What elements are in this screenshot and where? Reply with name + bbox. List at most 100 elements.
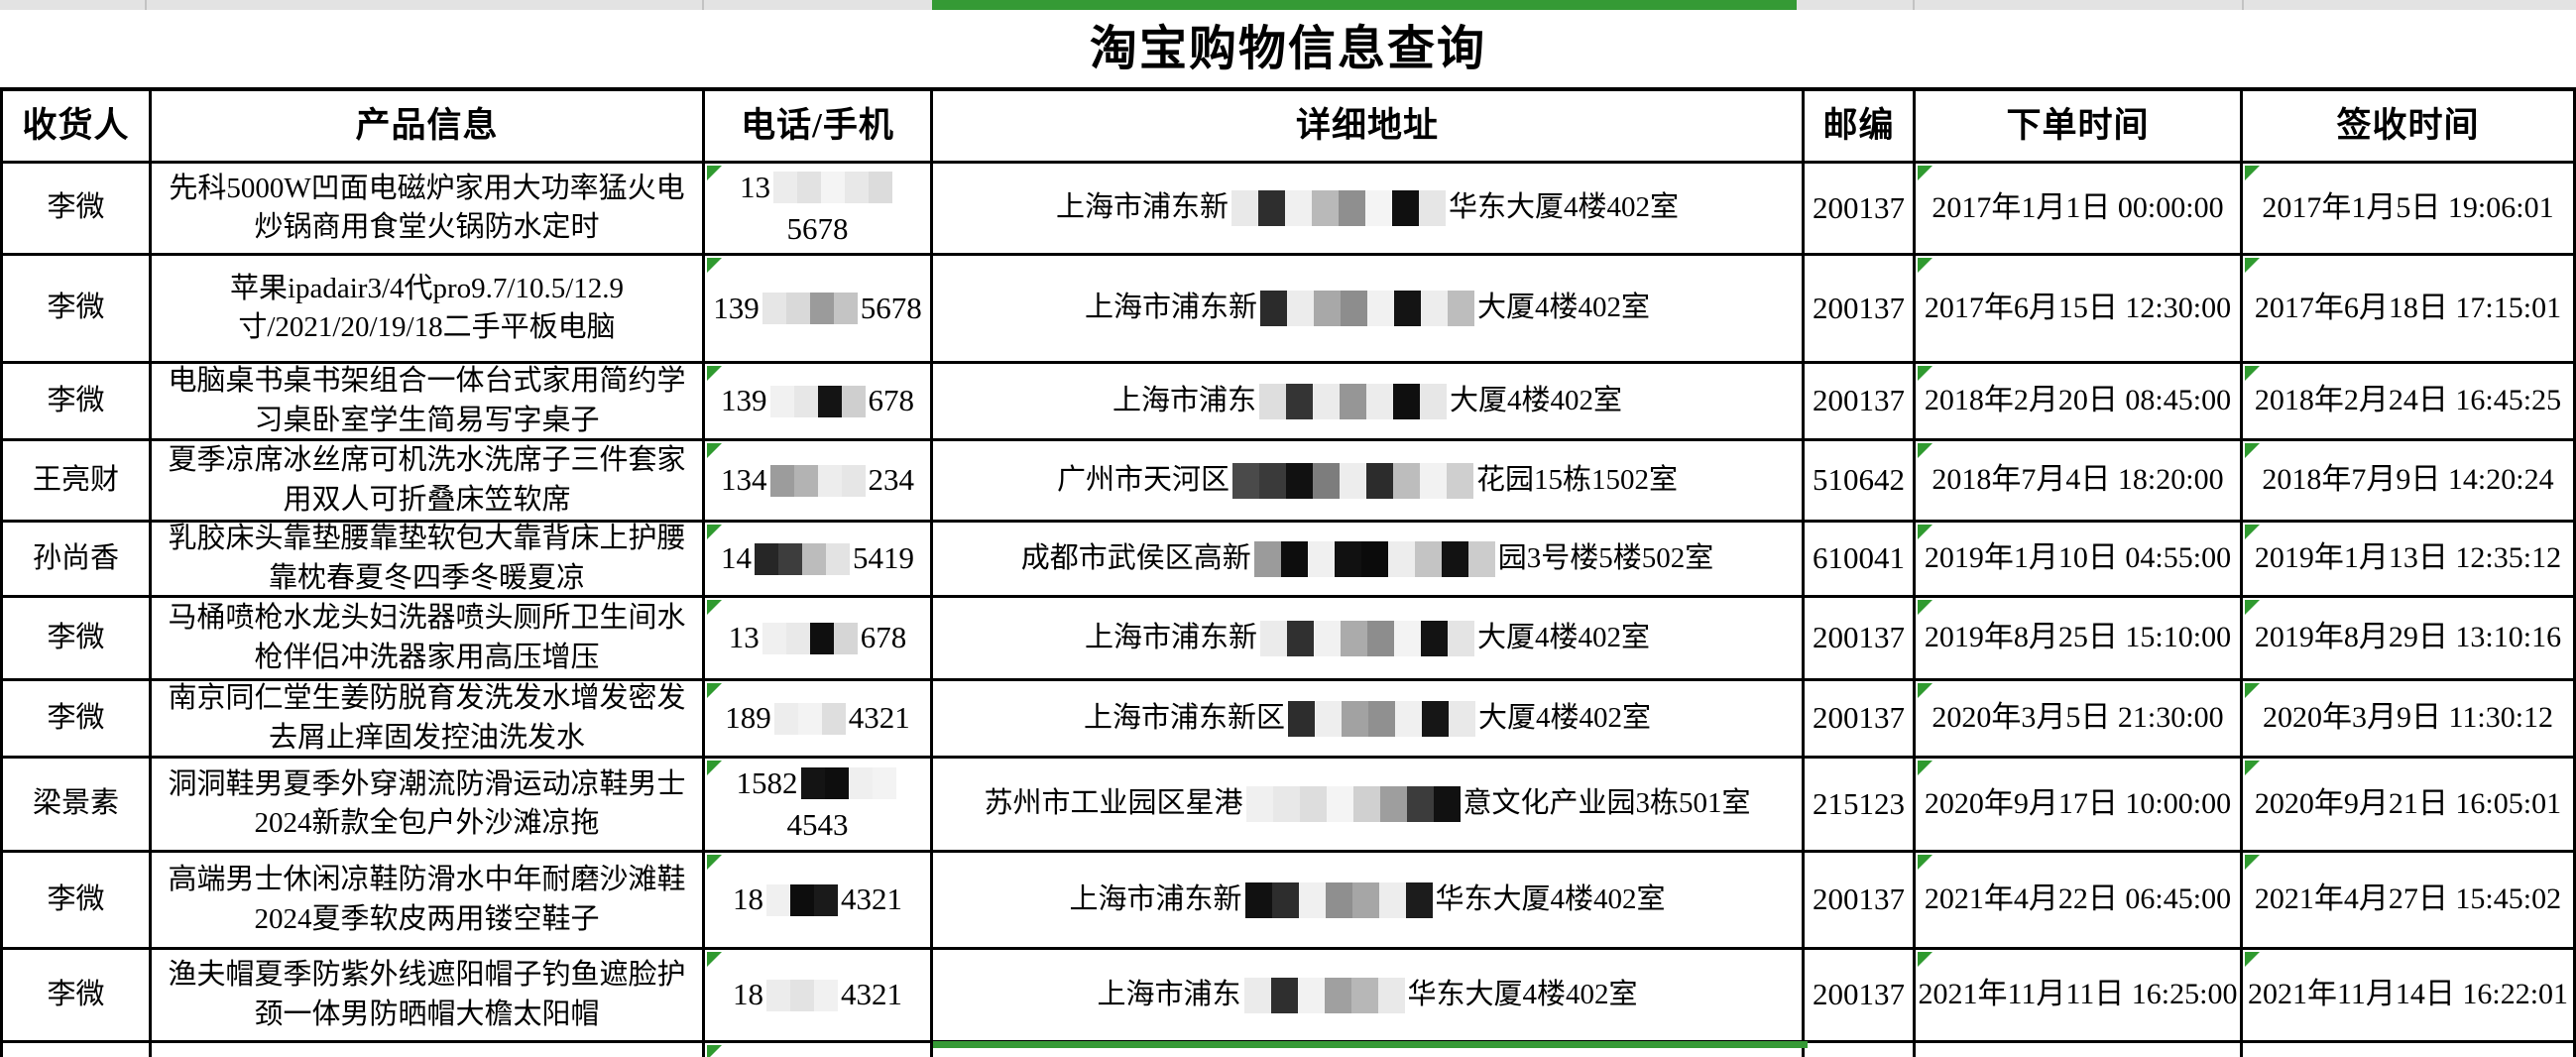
cell-next-row-order_time[interactable] <box>1916 1043 2243 1057</box>
cell-order-time[interactable]: 2017年1月1日 00:00:00 <box>1916 164 2243 256</box>
cell-zip[interactable]: 200137 <box>1805 853 1916 950</box>
cell-order-time[interactable]: 2019年1月10日 04:55:00 <box>1916 523 2243 598</box>
cell-sign-time[interactable]: 2020年3月9日 11:30:12 <box>2243 681 2576 759</box>
cell-sign-time[interactable]: 2021年4月27日 15:45:02 <box>2243 853 2576 950</box>
cell-product[interactable]: 渔夫帽夏季防紫外线遮阳帽子钓鱼遮脸护颈一体男防晒帽大檐太阳帽 <box>152 950 705 1043</box>
cell-product[interactable]: 马桶喷枪水龙头妇洗器喷头厕所卫生间水枪伴侣冲洗器家用高压增压 <box>152 598 705 681</box>
column-edge-divider <box>702 0 704 10</box>
header-order_time[interactable]: 下单时间 <box>1916 91 2243 164</box>
cell-address[interactable]: 上海市浦东新 华东大厦4楼402室 <box>933 164 1805 256</box>
text-fragment: 4543 <box>786 807 849 842</box>
cell-phone[interactable]: 189 4321 <box>705 681 933 759</box>
cell-phone[interactable]: 14 5419 <box>705 523 933 598</box>
cell-sign-time[interactable]: 2018年2月24日 16:45:25 <box>2243 364 2576 441</box>
text-fragment: 大厦4楼402室 <box>1477 292 1651 324</box>
cell-product[interactable]: 先科5000W凹面电磁炉家用大功率猛火电炒锅商用食堂火锅防水定时 <box>152 164 705 256</box>
cell-name[interactable]: 李微 <box>3 364 152 441</box>
cell-phone[interactable]: 18 4321 <box>705 950 933 1043</box>
cell-order-time[interactable]: 2019年8月25日 15:10:00 <box>1916 598 2243 681</box>
cell-next-row-product[interactable] <box>152 1043 705 1057</box>
cell-zip[interactable]: 200137 <box>1805 256 1916 364</box>
cell-zip[interactable]: 610041 <box>1805 523 1916 598</box>
cell-name[interactable]: 李微 <box>3 950 152 1043</box>
cell-sign-time[interactable]: 2019年8月29日 13:10:16 <box>2243 598 2576 681</box>
redaction-mosaic <box>1244 881 1433 918</box>
cell-phone[interactable]: 139 5678 <box>705 256 933 364</box>
cell-order-time[interactable]: 2021年11月11日 16:25:00 <box>1916 950 2243 1043</box>
header-product[interactable]: 产品信息 <box>152 91 705 164</box>
cell-name[interactable]: 李微 <box>3 256 152 364</box>
cell-name[interactable]: 李微 <box>3 681 152 759</box>
header-address[interactable]: 详细地址 <box>933 91 1805 164</box>
cell-address[interactable]: 上海市浦东 华东大厦4楼402室 <box>933 950 1805 1043</box>
cell-product[interactable]: 乳胶床头靠垫腰靠垫软包大靠背床上护腰靠枕春夏冬四季冬暖夏凉 <box>152 523 705 598</box>
error-indicator-triangle <box>1918 525 1932 539</box>
cell-address[interactable]: 广州市天河区 花园15栋1502室 <box>933 441 1805 523</box>
cell-product[interactable]: 夏季凉席冰丝席可机洗水洗席子三件套家用双人可折叠床笠软席 <box>152 441 705 523</box>
cell-next-row-address[interactable] <box>933 1043 1805 1057</box>
cell-zip[interactable]: 215123 <box>1805 759 1916 853</box>
cell-product[interactable]: 洞洞鞋男夏季外穿潮流防滑运动凉鞋男士2024新款全包户外沙滩凉拖 <box>152 759 705 853</box>
cell-address[interactable]: 苏州市工业园区星港 意文化产业园3栋501室 <box>933 759 1805 853</box>
cell-product[interactable]: 电脑桌书桌书架组合一体台式家用简约学习桌卧室学生简易写字桌子 <box>152 364 705 441</box>
header-phone[interactable]: 电话/手机 <box>705 91 933 164</box>
header-name[interactable]: 收货人 <box>3 91 152 164</box>
cell-order-time[interactable]: 2017年6月15日 12:30:00 <box>1916 256 2243 364</box>
text-fragment: 234 <box>868 462 915 498</box>
cell-phone[interactable]: 1582 4543 <box>705 759 933 853</box>
cell-name[interactable]: 李微 <box>3 853 152 950</box>
cell-order-time[interactable]: 2020年3月5日 21:30:00 <box>1916 681 2243 759</box>
text-fragment: 5678 <box>860 290 922 325</box>
cell-zip[interactable]: 200137 <box>1805 164 1916 256</box>
cell-product[interactable]: 高端男士休闲凉鞋防滑水中年耐磨沙滩鞋2024夏季软皮两用镂空鞋子 <box>152 853 705 950</box>
cell-name[interactable]: 孙尚香 <box>3 523 152 598</box>
text-fragment: 大厦4楼402室 <box>1477 621 1651 653</box>
cell-product[interactable]: 苹果ipadair3/4代pro9.7/10.5/12.9寸/2021/20/1… <box>152 256 705 364</box>
cell-zip[interactable]: 200137 <box>1805 950 1916 1043</box>
cell-order-time[interactable]: 2020年9月17日 10:00:00 <box>1916 759 2243 853</box>
text-fragment: 4321 <box>841 881 902 917</box>
cell-sign-time[interactable]: 2018年7月9日 14:20:24 <box>2243 441 2576 523</box>
cell-address[interactable]: 成都市武侯区高新 园3号楼5楼502室 <box>933 523 1805 598</box>
cell-order-time[interactable]: 2021年4月22日 06:45:00 <box>1916 853 2243 950</box>
cell-address[interactable]: 上海市浦东 大厦4楼402室 <box>933 364 1805 441</box>
cell-zip[interactable]: 200137 <box>1805 364 1916 441</box>
cell-phone[interactable]: 134 234 <box>705 441 933 523</box>
cell-sign-time[interactable]: 2020年9月21日 16:05:01 <box>2243 759 2576 853</box>
cell-next-row-sign_time[interactable] <box>2243 1043 2576 1057</box>
cell-next-row-phone[interactable] <box>705 1043 933 1057</box>
cell-name[interactable]: 李微 <box>3 164 152 256</box>
text-fragment: 18 <box>733 977 763 1012</box>
cell-sign-time[interactable]: 2017年1月5日 19:06:01 <box>2243 164 2576 256</box>
cell-phone[interactable]: 13 5678 <box>705 164 933 256</box>
cell-sign-time[interactable]: 2021年11月14日 16:22:01 <box>2243 950 2576 1043</box>
error-indicator-triangle <box>2245 952 2260 967</box>
cell-phone[interactable]: 139 678 <box>705 364 933 441</box>
text-fragment: 4321 <box>841 977 902 1012</box>
header-zip[interactable]: 邮编 <box>1805 91 1916 164</box>
cell-address[interactable]: 上海市浦东新 华东大厦4楼402室 <box>933 853 1805 950</box>
cell-zip[interactable]: 200137 <box>1805 598 1916 681</box>
cell-name[interactable]: 梁景素 <box>3 759 152 853</box>
cell-order-time[interactable]: 2018年2月20日 08:45:00 <box>1916 364 2243 441</box>
cell-order-time[interactable]: 2018年7月4日 18:20:00 <box>1916 441 2243 523</box>
error-indicator-triangle <box>2245 855 2260 870</box>
text-fragment: 园3号楼5楼502室 <box>1497 541 1714 574</box>
text-fragment: 华东大厦4楼402室 <box>1435 882 1666 915</box>
header-sign_time[interactable]: 签收时间 <box>2243 91 2576 164</box>
cell-address[interactable]: 上海市浦东新 大厦4楼402室 <box>933 256 1805 364</box>
cell-sign-time[interactable]: 2017年6月18日 17:15:01 <box>2243 256 2576 364</box>
cell-address[interactable]: 上海市浦东新 大厦4楼402室 <box>933 598 1805 681</box>
cell-product[interactable]: 南京同仁堂生姜防脱育发洗发水增发密发去屑止痒固发控油洗发水 <box>152 681 705 759</box>
cell-zip[interactable]: 200137 <box>1805 681 1916 759</box>
cell-zip[interactable]: 510642 <box>1805 441 1916 523</box>
cell-name[interactable]: 王亮财 <box>3 441 152 523</box>
cell-address[interactable]: 上海市浦东新区 大厦4楼402室 <box>933 681 1805 759</box>
cell-next-row-zip[interactable] <box>1805 1043 1916 1057</box>
cell-phone[interactable]: 13 678 <box>705 598 933 681</box>
cell-sign-time[interactable]: 2019年1月13日 12:35:12 <box>2243 523 2576 598</box>
text-fragment: 大厦4楼402室 <box>1478 701 1652 734</box>
cell-phone[interactable]: 18 4321 <box>705 853 933 950</box>
cell-next-row-name[interactable] <box>3 1043 152 1057</box>
cell-name[interactable]: 李微 <box>3 598 152 681</box>
